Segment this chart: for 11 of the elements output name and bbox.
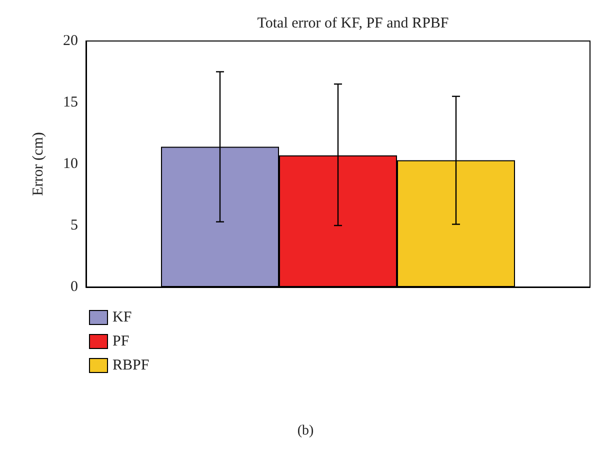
- y-tick-label: 5: [70, 218, 78, 234]
- y-tick-label: 10: [63, 156, 78, 172]
- legend-label: RBPF: [112, 358, 150, 374]
- text: (b): [297, 424, 314, 438]
- y-tick-label: 0: [70, 279, 78, 295]
- legend-label: PF: [112, 334, 130, 350]
- y-tick-label: 20: [63, 33, 78, 49]
- chart-title: Total error of KF, PF and RPBF: [257, 16, 449, 32]
- y-tick-label: 15: [63, 94, 78, 110]
- legend-label: KF: [112, 310, 132, 326]
- y-axis-title: Error (cm): [30, 132, 46, 196]
